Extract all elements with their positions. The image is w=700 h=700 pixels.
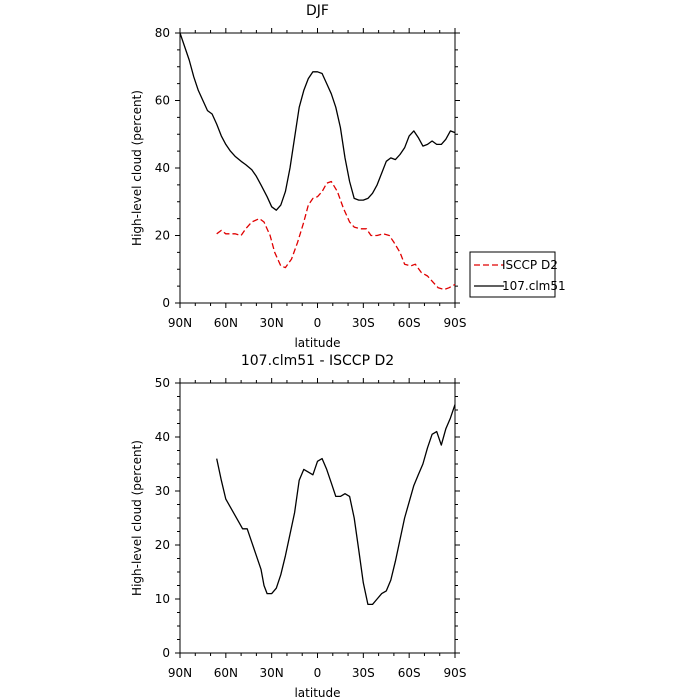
legend-label: 107.clm51 <box>502 279 566 293</box>
top-panel-djf: 90N 60N 30N 0 30S 60S 90S 0 20 40 60 80 DJF latitude H… <box>130 3 466 350</box>
x-tick-label: 60S <box>398 316 421 330</box>
series-line-difference <box>216 404 456 606</box>
y-tick-label: 0 <box>162 646 170 660</box>
y-tick-label: 60 <box>155 94 170 108</box>
x-tick-label: 90N <box>168 316 192 330</box>
y-axis-label: High-level cloud (percent) <box>130 440 144 596</box>
x-tick-label: 30N <box>260 666 284 680</box>
x-tick-label: 0 <box>314 316 322 330</box>
legend-label: ISCCP D2 <box>502 258 558 272</box>
plot-frame <box>179 382 456 654</box>
chart-title: DJF <box>306 3 329 19</box>
y-tick-label: 50 <box>155 376 170 390</box>
x-tick-label: 30S <box>352 666 375 680</box>
series-line-isccp-d2 <box>216 180 456 291</box>
y-tick-label: 0 <box>162 296 170 310</box>
x-tick-label: 90S <box>444 666 467 680</box>
x-tick-label: 30S <box>352 316 375 330</box>
legend: ISCCP D2 107.clm51 <box>469 251 566 298</box>
plot-frame <box>179 32 456 304</box>
y-tick-label: 20 <box>155 229 170 243</box>
y-tick-label: 40 <box>155 161 170 175</box>
x-tick-label: 0 <box>314 666 322 680</box>
y-tick-label: 30 <box>155 484 170 498</box>
y-tick-label: 80 <box>155 26 170 40</box>
x-tick-label: 90S <box>444 316 467 330</box>
x-axis-label: latitude <box>294 686 340 700</box>
y-tick-label: 40 <box>155 430 170 444</box>
x-tick-label: 30N <box>260 316 284 330</box>
x-tick-label: 60N <box>214 666 238 680</box>
bottom-panel-difference: 90N 60N 30N 0 30S 60S 90S 0 10 20 30 40 50 107.clm51 … <box>130 353 466 700</box>
x-tick-label: 60N <box>214 316 238 330</box>
series-line-107-clm51 <box>179 32 456 211</box>
chart-title: 107.clm51 - ISCCP D2 <box>241 353 394 369</box>
x-tick-label: 90N <box>168 666 192 680</box>
legend-box <box>469 251 556 298</box>
y-axis-label: High-level cloud (percent) <box>130 90 144 246</box>
x-tick-label: 60S <box>398 666 421 680</box>
x-axis-label: latitude <box>294 336 340 350</box>
y-tick-label: 10 <box>155 592 170 606</box>
y-tick-label: 20 <box>155 538 170 552</box>
